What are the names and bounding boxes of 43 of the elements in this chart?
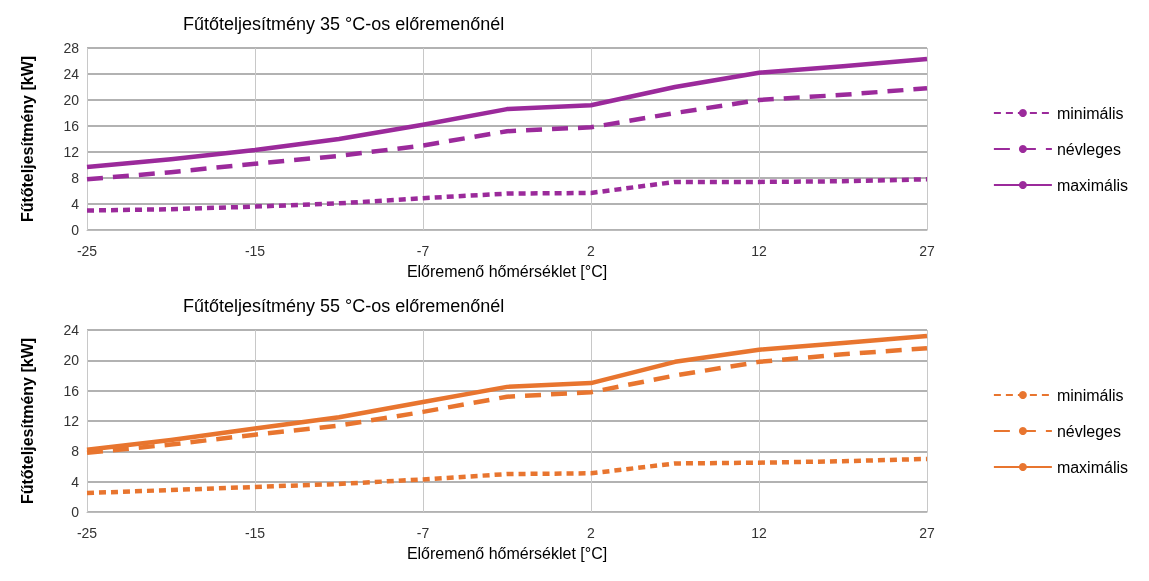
legend-label: névleges — [1056, 422, 1121, 440]
y-tick-label: 4 — [71, 473, 80, 490]
x-tick-label: -15 — [244, 243, 266, 259]
x-tick-label: 27 — [919, 525, 935, 541]
legend-label: minimális — [1056, 386, 1124, 404]
x-tick-label: 2 — [587, 243, 596, 259]
x-axis-title: Előremenő hőmérséklet [°C] — [406, 544, 608, 562]
x-tick-label: -7 — [416, 243, 430, 259]
legend-label: minimális — [1056, 104, 1124, 122]
y-tick-label: 0 — [71, 504, 80, 520]
line-series — [84, 456, 930, 496]
x-tick-label: 2 — [587, 525, 596, 541]
y-tick-label: 16 — [63, 382, 80, 399]
y-tick-label: 16 — [63, 118, 80, 134]
x-axis-title: Előremenő hőmérséklet [°C] — [406, 262, 608, 280]
y-tick-label: 8 — [71, 170, 80, 186]
x-tick-label: -25 — [76, 243, 98, 259]
chart-title: Fűtőteljesítmény 35 °C-os előremenőnél — [183, 14, 505, 34]
y-axis-title: Fűtőteljesítmény [kW] — [18, 337, 36, 505]
x-tick-label: 12 — [751, 525, 767, 541]
y-tick-label: 20 — [63, 92, 80, 108]
y-tick-label: 0 — [71, 222, 80, 238]
legend-label: maximális — [1056, 458, 1129, 476]
x-tick-label: -25 — [76, 525, 98, 541]
y-axis-title: Fűtőteljesítmény [kW] — [18, 55, 36, 223]
line-series — [84, 86, 930, 182]
legend-label: névleges — [1056, 140, 1121, 158]
legend-label: maximális — [1056, 176, 1129, 194]
chart-title: Fűtőteljesítmény 55 °C-os előremenőnél — [183, 296, 505, 316]
line-series — [84, 56, 930, 170]
y-tick-label: 12 — [63, 413, 80, 429]
y-tick-label: 4 — [71, 196, 80, 212]
y-tick-label: 12 — [63, 144, 80, 160]
line-series — [84, 177, 930, 213]
y-tick-label: 28 — [63, 40, 80, 56]
x-tick-label: -7 — [416, 525, 430, 541]
y-tick-label: 24 — [63, 322, 80, 338]
x-tick-label: -15 — [244, 525, 266, 541]
x-tick-label: 12 — [751, 243, 767, 259]
x-tick-label: 27 — [919, 243, 935, 259]
y-tick-label: 24 — [63, 66, 80, 82]
y-tick-label: 20 — [63, 352, 80, 369]
y-tick-label: 8 — [71, 443, 80, 460]
